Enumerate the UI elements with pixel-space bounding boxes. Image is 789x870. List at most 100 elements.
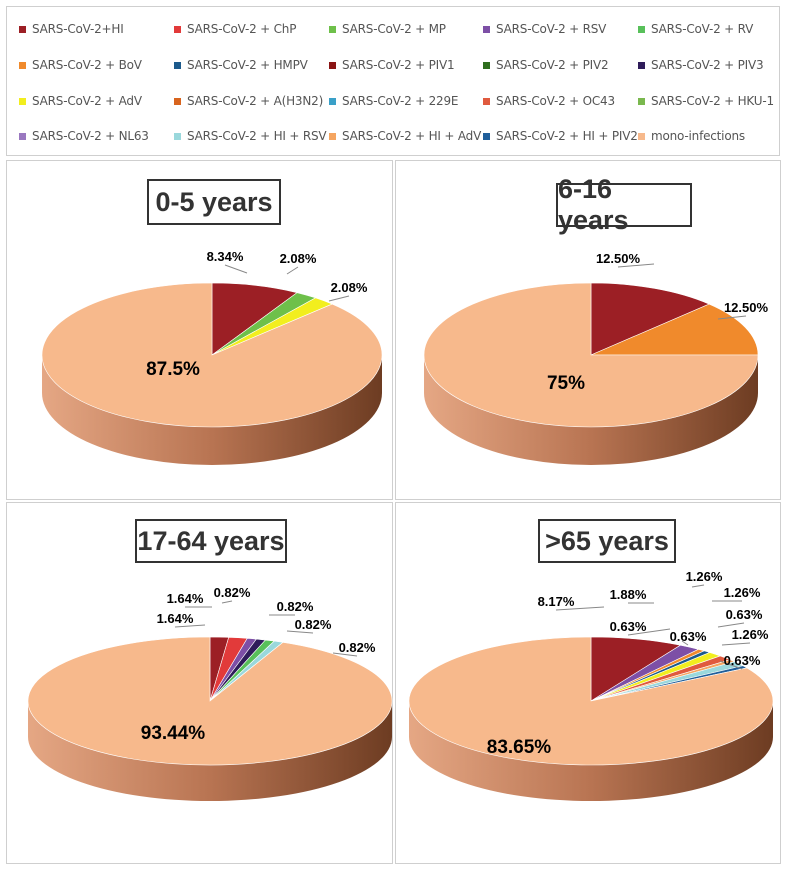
- label-leader-line: [681, 640, 689, 646]
- pie-slice: [211, 282, 298, 356]
- legend-label: SARS-CoV-2 + BoV: [32, 58, 142, 72]
- chart-title: 6-16 years: [556, 174, 692, 235]
- legend-swatch: [19, 132, 26, 140]
- legend-swatch: [638, 97, 645, 105]
- label-leader-line: [719, 660, 743, 670]
- legend-label: SARS-CoV-2 + ChP: [187, 22, 297, 36]
- legend-item: SARS-CoV-2+HI: [19, 21, 124, 37]
- slice-label-main: 87.5%: [146, 359, 200, 380]
- label-leader-line: [627, 628, 671, 636]
- slice-label: 8.17%: [538, 594, 575, 609]
- slice-label: 1.88%: [610, 587, 647, 602]
- legend-label: SARS-CoV-2 + HI + PIV2: [496, 129, 638, 143]
- legend-label: SARS-CoV-2 + RV: [651, 22, 754, 36]
- pie-slice: [423, 282, 759, 428]
- legend-label: SARS-CoV-2 + PIV2: [496, 58, 609, 72]
- legend-item: SARS-CoV-2 + PIV2: [483, 57, 609, 73]
- legend-item: SARS-CoV-2 + RSV: [483, 21, 606, 37]
- legend-item: SARS-CoV-2 + BoV: [19, 57, 142, 73]
- slice-label: 0.63%: [610, 619, 647, 634]
- legend-label: SARS-CoV-2 + 229E: [342, 94, 459, 108]
- pie-chart: 1.64% 1.64% 0.82% 0.82% 0.82% 0.82% 93.44%: [27, 585, 393, 801]
- legend-item: SARS-CoV-2 + NL63: [19, 128, 149, 144]
- legend-label: SARS-CoV-2 + HMPV: [187, 58, 308, 72]
- legend-swatch: [19, 25, 26, 33]
- legend-label: SARS-CoV-2 + HI + AdV: [342, 129, 482, 143]
- slice-label: 0.63%: [670, 629, 707, 644]
- slice-label-main: 83.65%: [487, 737, 552, 758]
- label-leader-line: [286, 630, 314, 634]
- pie-side: [424, 355, 758, 465]
- legend-label: SARS-CoV-2 + PIV1: [342, 58, 455, 72]
- legend-swatch: [329, 61, 336, 69]
- legend-item: SARS-CoV-2 + A(H3N2): [174, 93, 323, 109]
- slice-label: 0.82%: [214, 585, 251, 600]
- label-leader-line: [617, 263, 655, 268]
- label-leader-line: [224, 264, 248, 274]
- slice-label: 2.08%: [280, 251, 317, 266]
- legend-swatch: [329, 25, 336, 33]
- legend-swatch: [638, 61, 645, 69]
- pie-panel: 12.50% 12.50% 75% 6-16 years: [395, 160, 781, 500]
- pie-panel: 8.34% 2.08% 2.08% 87.5% 0-5 years: [6, 160, 393, 500]
- chart-title: >65 years: [538, 519, 676, 563]
- legend-label: SARS-CoV-2 + RSV: [496, 22, 607, 36]
- legend-item: SARS-CoV-2 + HMPV: [174, 57, 308, 73]
- legend-swatch: [638, 132, 645, 140]
- legend-label: SARS-CoV-2 + NL63: [32, 129, 149, 143]
- pie-chart: 8.17% 1.88%0.63%0.63%1.26%1.26%0.63%1.26%…: [408, 569, 774, 801]
- pie-slice: [41, 282, 383, 428]
- pie-panel: 1.64% 1.64% 0.82% 0.82% 0.82% 0.82% 93.44% 17-6…: [6, 502, 393, 864]
- legend-swatch: [483, 132, 490, 140]
- legend-item: mono-infections: [638, 128, 745, 144]
- slice-label: 0.63%: [724, 653, 761, 668]
- slice-label: 8.34%: [207, 249, 244, 264]
- pie-slice: [590, 282, 710, 356]
- slice-label: 0.82%: [295, 617, 332, 632]
- pie-side: [28, 701, 392, 801]
- slice-label: 1.26%: [732, 627, 769, 642]
- slice-label-main: 75%: [547, 373, 585, 394]
- legend-label: SARS-CoV-2 + MP: [342, 22, 446, 36]
- slice-label: 12.50%: [724, 300, 769, 315]
- legend-label: SARS-CoV-2 + PIV3: [651, 58, 764, 72]
- legend-swatch: [174, 25, 181, 33]
- legend-item: SARS-CoV-2 + MP: [329, 21, 446, 37]
- pie-slice: [408, 636, 774, 766]
- legend-swatch: [329, 97, 336, 105]
- pie-slice: [27, 636, 393, 766]
- legend-item: SARS-CoV-2 + HI + AdV: [329, 128, 481, 144]
- slice-label: 12.50%: [596, 251, 641, 266]
- slice-label-main: 93.44%: [141, 723, 206, 744]
- legend-item: SARS-CoV-2 + HKU-1: [638, 93, 774, 109]
- pie-chart: 12.50% 12.50% 75%: [423, 251, 769, 465]
- legend-item: SARS-CoV-2 + PIV3: [638, 57, 764, 73]
- pie-side: [409, 701, 773, 801]
- slice-label: 1.64%: [157, 611, 194, 626]
- legend-item: SARS-CoV-2 + PIV1: [329, 57, 455, 73]
- label-leader-line: [332, 652, 358, 657]
- legend-label: SARS-CoV-2 + OC43: [496, 94, 615, 108]
- label-leader-line: [221, 600, 233, 604]
- label-leader-line: [691, 584, 705, 588]
- label-leader-line: [721, 642, 751, 646]
- legend-item: SARS-CoV-2 + ChP: [174, 21, 296, 37]
- legend-swatch: [174, 132, 181, 140]
- pie-panel: 8.17% 1.88% 0.63% 0.63% 1.26% 1.26% 0.63% 1.26%…: [395, 502, 781, 864]
- legend-item: SARS-CoV-2 + 229E: [329, 93, 458, 109]
- slice-label: 0.63%: [726, 607, 763, 622]
- legend-label: SARS-CoV-2 + HKU-1: [651, 94, 774, 108]
- pie-slice: [590, 636, 682, 702]
- label-leader-line: [555, 606, 605, 611]
- label-leader-line: [717, 622, 745, 628]
- slice-label: 0.82%: [277, 599, 314, 614]
- pie-side: [42, 355, 382, 465]
- chart-title: 17-64 years: [135, 519, 287, 563]
- chart-title: 0-5 years: [147, 179, 281, 225]
- slice-label: 1.26%: [724, 585, 761, 600]
- slice-label: 1.64%: [167, 591, 204, 606]
- legend-item: SARS-CoV-2 + RV: [638, 21, 753, 37]
- pie-slice: [590, 303, 759, 356]
- legend-swatch: [19, 97, 26, 105]
- legend-label: SARS-CoV-2 + HI + RSV: [187, 129, 327, 143]
